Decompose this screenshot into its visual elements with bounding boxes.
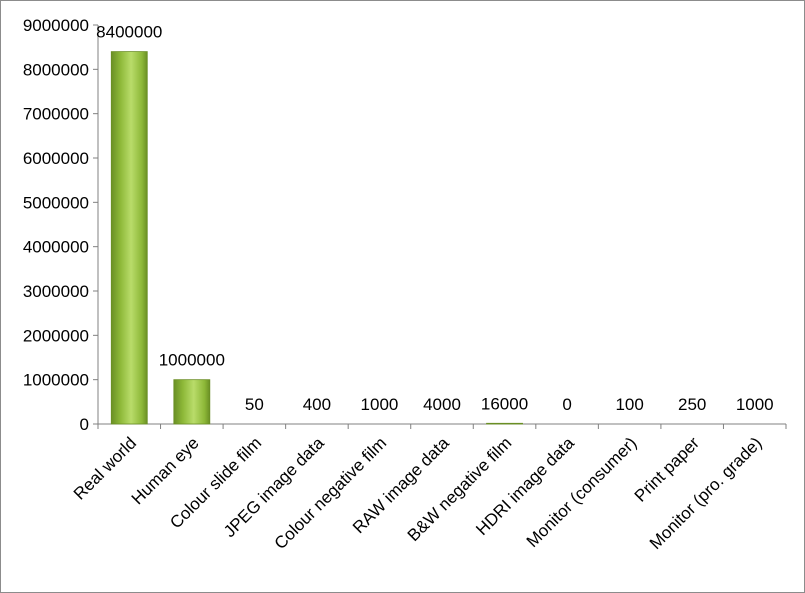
y-tick-label: 0 <box>80 415 89 434</box>
data-labels: 8400000 1000000 50 400 1000 4000 16000 0 100 250 1… <box>96 23 773 414</box>
x-category-label: B&W negative film <box>404 433 516 545</box>
x-category-label: Colour negative film <box>271 433 391 553</box>
data-label: 1000000 <box>159 351 225 370</box>
data-label: 50 <box>245 395 264 414</box>
data-label: 0 <box>562 395 571 414</box>
data-label: 1000 <box>361 395 399 414</box>
x-axis <box>97 423 787 429</box>
x-category-label: Monitor (pro. grade) <box>646 433 766 553</box>
data-label: 250 <box>678 395 706 414</box>
data-label: 16000 <box>481 394 528 413</box>
data-label: 100 <box>615 395 643 414</box>
x-category-label: Monitor (consumer) <box>523 433 641 551</box>
bar-series <box>110 51 523 425</box>
y-tick-label: 5000000 <box>23 193 89 212</box>
y-tick-label: 4000000 <box>23 238 89 257</box>
bar <box>486 422 523 425</box>
y-axis: 0 1000000 2000000 3000000 4000000 5000000 6000… <box>23 16 99 434</box>
y-tick-label: 6000000 <box>23 149 89 168</box>
bar <box>173 379 211 425</box>
y-tick-label: 2000000 <box>23 326 89 345</box>
y-tick-label: 8000000 <box>23 60 89 79</box>
data-label: 8400000 <box>96 23 162 42</box>
bar <box>110 51 148 425</box>
y-tick-label: 9000000 <box>23 16 89 35</box>
y-tick-label: 1000000 <box>23 371 89 390</box>
y-tick-label: 3000000 <box>23 282 89 301</box>
y-tick-label: 7000000 <box>23 105 89 124</box>
data-label: 400 <box>303 395 331 414</box>
data-label: 4000 <box>423 395 461 414</box>
data-label: 1000 <box>736 395 774 414</box>
